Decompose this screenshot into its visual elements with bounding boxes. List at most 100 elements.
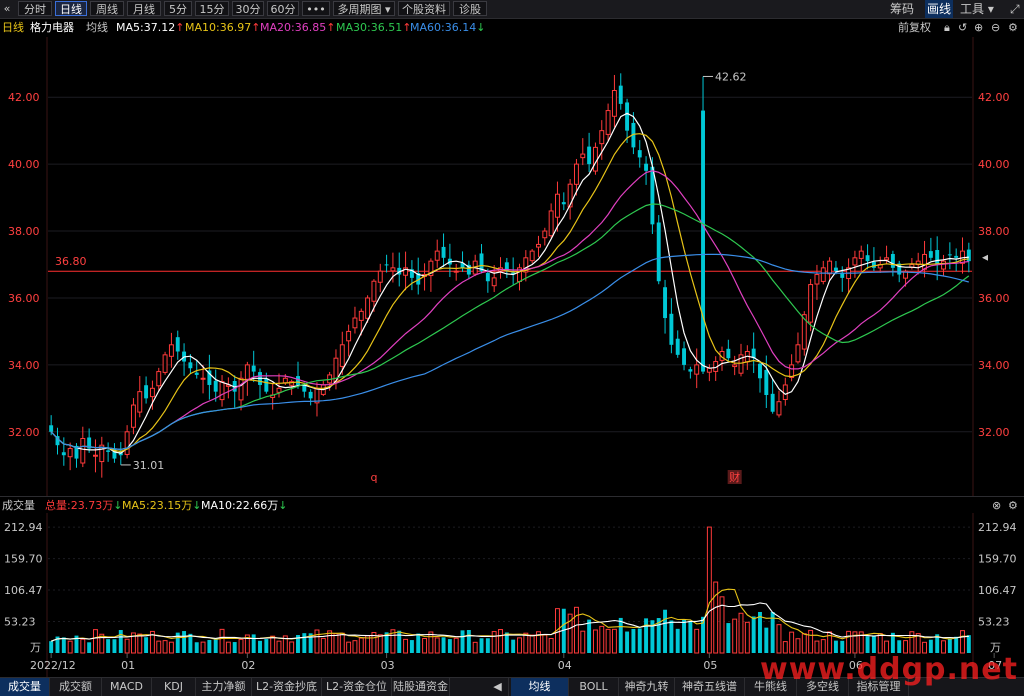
chip-distribution-button[interactable]: 筹码 <box>890 2 915 16</box>
overlay-tab-0[interactable]: 均线 <box>511 678 569 696</box>
candle-body <box>682 348 687 365</box>
candle-body <box>599 130 605 145</box>
volume-title: 成交量 <box>2 499 35 512</box>
volume-legend: 成交量 总量:23.73万↓ MA5:23.15万↓ MA10:22.66万↓ … <box>0 496 1024 514</box>
volume-bar <box>669 620 674 653</box>
volume-bar <box>631 628 636 653</box>
volume-bar <box>580 630 586 654</box>
tab-8[interactable]: ••• <box>302 1 330 16</box>
candle-body <box>377 270 383 283</box>
volume-bar <box>491 631 497 654</box>
volume-bar <box>67 640 73 654</box>
indicator-tab-5[interactable]: L2-资金抄底 <box>252 678 322 696</box>
candle-body <box>238 377 244 401</box>
volume-bar <box>865 636 870 653</box>
indicator-tab-2[interactable]: MACD <box>102 678 152 696</box>
candle-body <box>49 425 54 432</box>
indicator-tab-4[interactable]: 主力净额 <box>196 678 252 696</box>
tab-5[interactable]: 15分 <box>195 1 229 16</box>
overlay-tab-3[interactable]: 神奇五线谱 <box>675 678 745 696</box>
candle-body <box>764 369 769 395</box>
candle-body <box>669 313 674 345</box>
tab-3[interactable]: 月线 <box>127 1 161 16</box>
volume-bar <box>903 640 909 654</box>
candle-body <box>130 404 136 428</box>
volume-ma10-line <box>51 602 969 642</box>
volume-bar <box>339 632 345 654</box>
volume-tick-left: 53.23 <box>4 616 36 629</box>
volume-bar <box>719 596 725 654</box>
tab-7[interactable]: 60分 <box>267 1 299 16</box>
period-label: 日线 <box>2 21 24 34</box>
candle-body <box>840 272 845 278</box>
undo-icon[interactable]: ↺ <box>958 21 968 34</box>
volume-bar <box>346 641 352 654</box>
close-icon[interactable]: ⊗ <box>992 499 1002 512</box>
candle-body <box>801 314 807 350</box>
candle-body <box>871 261 876 268</box>
candle-body <box>935 250 940 265</box>
candle-body <box>162 354 168 373</box>
candle-body <box>966 249 971 262</box>
tab-9[interactable]: 多周期图 ▾ <box>333 1 395 16</box>
volume-bar <box>188 633 193 653</box>
adjust-mode-button[interactable]: 前复权 <box>898 21 931 34</box>
candle-body <box>491 277 497 287</box>
settings-icon[interactable]: ⚙ <box>1008 21 1018 34</box>
tab-1[interactable]: 日线 <box>55 1 87 16</box>
volume-bar <box>130 632 136 654</box>
zoom-in-icon[interactable]: ⊕ <box>974 21 984 34</box>
volume-bar <box>625 631 630 653</box>
candle-body <box>706 367 712 373</box>
tab-11[interactable]: 诊股 <box>453 1 487 16</box>
lock-icon[interactable]: 🔒︎ <box>944 21 950 34</box>
candle-body <box>637 150 642 158</box>
scroll-left-icon[interactable]: ◀ <box>487 678 509 696</box>
candle-body <box>782 384 788 401</box>
price-chart[interactable]: 32.00 32.00 34.00 34.00 36.00 36.00 38.00 38.00… <box>0 37 1024 496</box>
volume-bar <box>605 628 611 654</box>
candle-body <box>409 269 414 278</box>
indicator-tab-6[interactable]: L2-资金仓位 <box>322 678 392 696</box>
double-chevron-left-icon[interactable]: « <box>3 2 11 15</box>
tab-0[interactable]: 分时 <box>18 1 52 16</box>
tab-10[interactable]: 个股资料 <box>398 1 450 16</box>
settings-icon[interactable]: ⚙ <box>1008 499 1018 512</box>
overlay-tab-6[interactable]: 指标管理 <box>849 678 909 696</box>
ma-label: 均线 <box>86 21 108 34</box>
high-price-label: 42.62 <box>715 70 747 83</box>
volume-bar <box>732 618 738 654</box>
volume-bar <box>460 630 465 653</box>
volume-bar <box>434 637 440 654</box>
indicator-tab-0[interactable]: 成交量 <box>0 678 50 696</box>
tab-2[interactable]: 周线 <box>90 1 124 16</box>
indicator-tab-1[interactable]: 成交额 <box>50 678 102 696</box>
tools-menu-button[interactable]: 工具 ▾ <box>960 2 994 16</box>
candle-body <box>631 122 636 148</box>
tab-6[interactable]: 30分 <box>232 1 264 16</box>
volume-bar <box>162 640 168 654</box>
candle-body <box>555 193 560 218</box>
volume-chart[interactable]: 53.23 53.23 106.47 106.47 159.70 159.70 212.94… <box>0 513 1024 677</box>
volume-bar <box>416 633 421 653</box>
price-tick-left: 38.00 <box>8 225 40 238</box>
volume-bar <box>833 640 838 653</box>
volume-bar <box>573 606 579 654</box>
indicator-tab-3[interactable]: KDJ <box>152 678 196 696</box>
zoom-out-icon[interactable]: ⊖ <box>991 21 1001 34</box>
indicator-tab-7[interactable]: 陆股通资金 <box>392 678 450 696</box>
overlay-tab-4[interactable]: 牛熊线 <box>745 678 797 696</box>
overlay-tab-2[interactable]: 神奇九转 <box>619 678 675 696</box>
candle-body <box>605 110 611 135</box>
overlay-tab-5[interactable]: 多空线 <box>797 678 849 696</box>
candle-body <box>548 210 554 237</box>
drawing-button[interactable]: 画线 <box>925 0 953 18</box>
tab-4[interactable]: 5分 <box>164 1 192 16</box>
volume-bar <box>149 630 155 654</box>
overlay-tab-1[interactable]: BOLL <box>569 678 619 696</box>
volume-bar <box>795 638 801 654</box>
candle-body <box>428 260 434 277</box>
fullscreen-icon[interactable]: ⤢ <box>1010 2 1020 16</box>
candle-body <box>675 338 680 355</box>
volume-tick-right: 53.23 <box>978 616 1010 629</box>
